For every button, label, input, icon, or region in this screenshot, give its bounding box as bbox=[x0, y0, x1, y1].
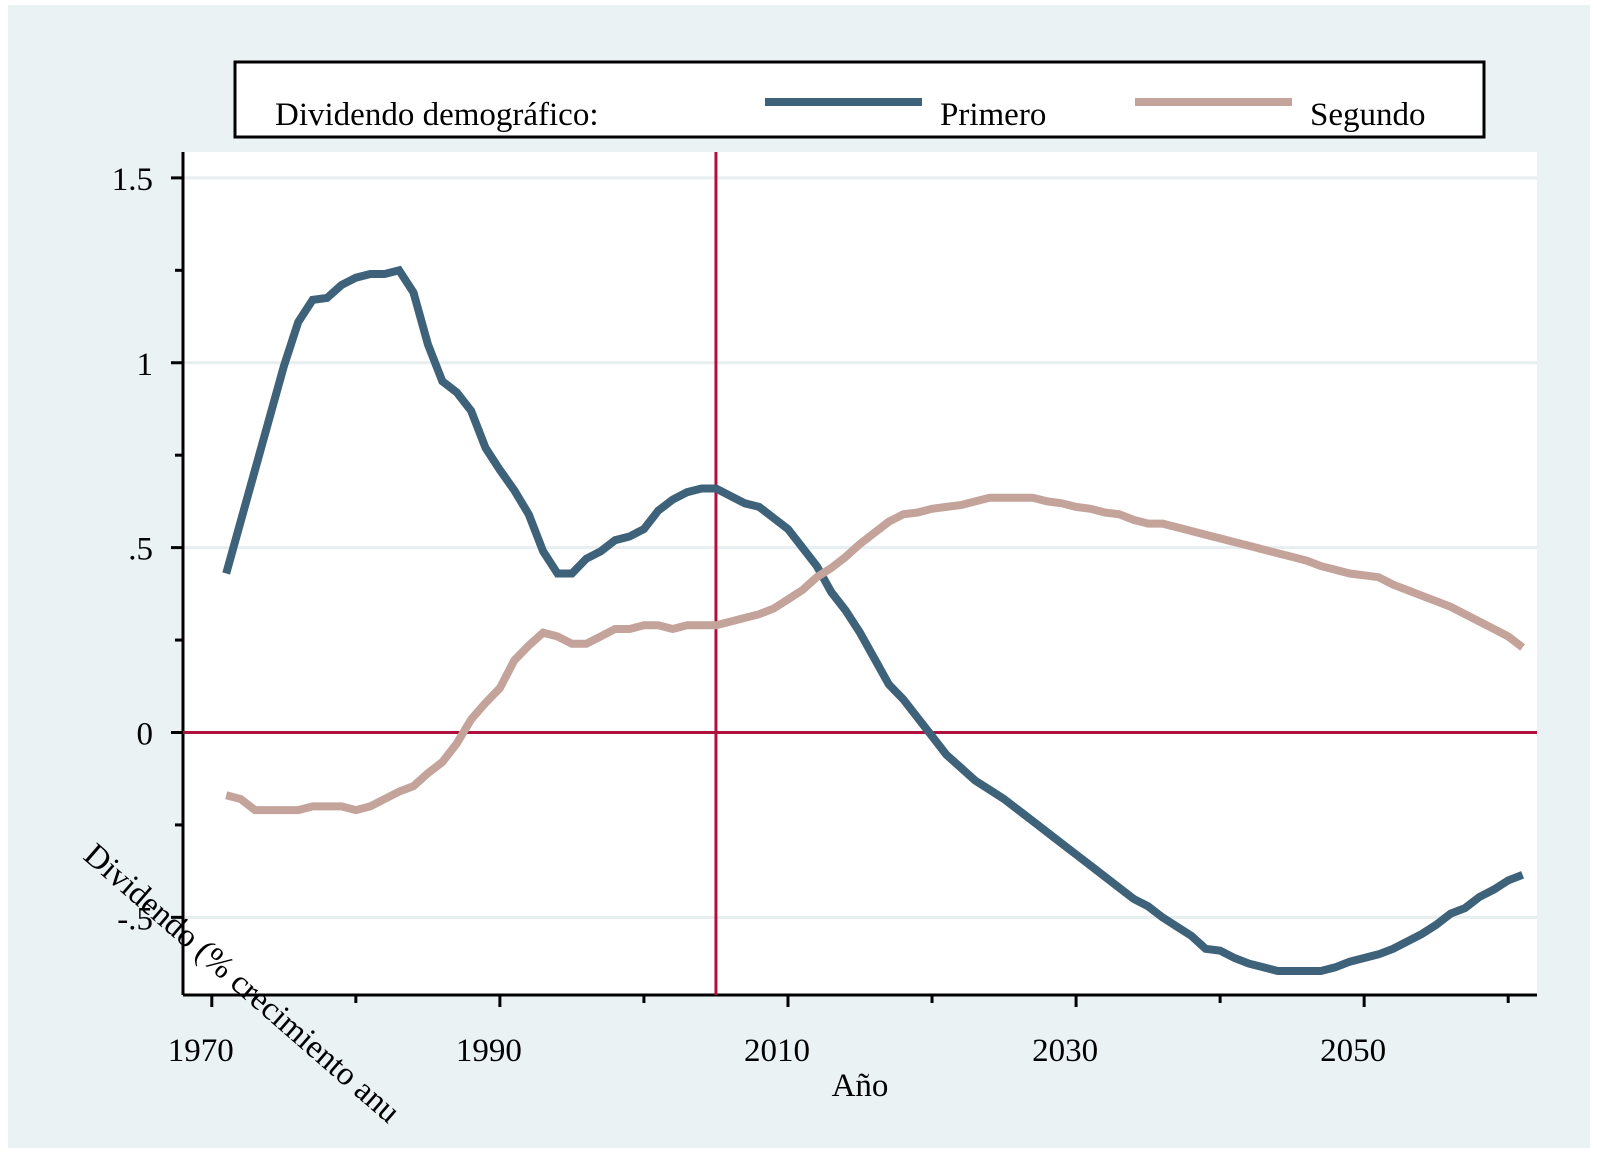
x-tick-label: 1990 bbox=[456, 1033, 522, 1069]
x-tick-label: 2050 bbox=[1320, 1033, 1386, 1069]
x-tick-label: 2030 bbox=[1032, 1033, 1098, 1069]
y-tick-label: 1 bbox=[137, 347, 154, 383]
legend-title: Dividendo demográfico: bbox=[275, 97, 599, 133]
y-tick-label: 0 bbox=[137, 716, 154, 752]
plot-area bbox=[183, 152, 1537, 995]
y-tick-label: .5 bbox=[128, 532, 153, 568]
legend-label: Segundo bbox=[1310, 97, 1426, 133]
x-axis-title: Año bbox=[832, 1068, 889, 1104]
x-tick-label: 2010 bbox=[744, 1033, 810, 1069]
x-tick-label: 1970 bbox=[168, 1033, 234, 1069]
y-tick-label: -.5 bbox=[117, 901, 153, 937]
series-line bbox=[222, 265, 1525, 975]
series-line bbox=[225, 493, 1526, 815]
legend-label: Primero bbox=[940, 97, 1046, 133]
y-tick-label: 1.5 bbox=[112, 162, 153, 198]
